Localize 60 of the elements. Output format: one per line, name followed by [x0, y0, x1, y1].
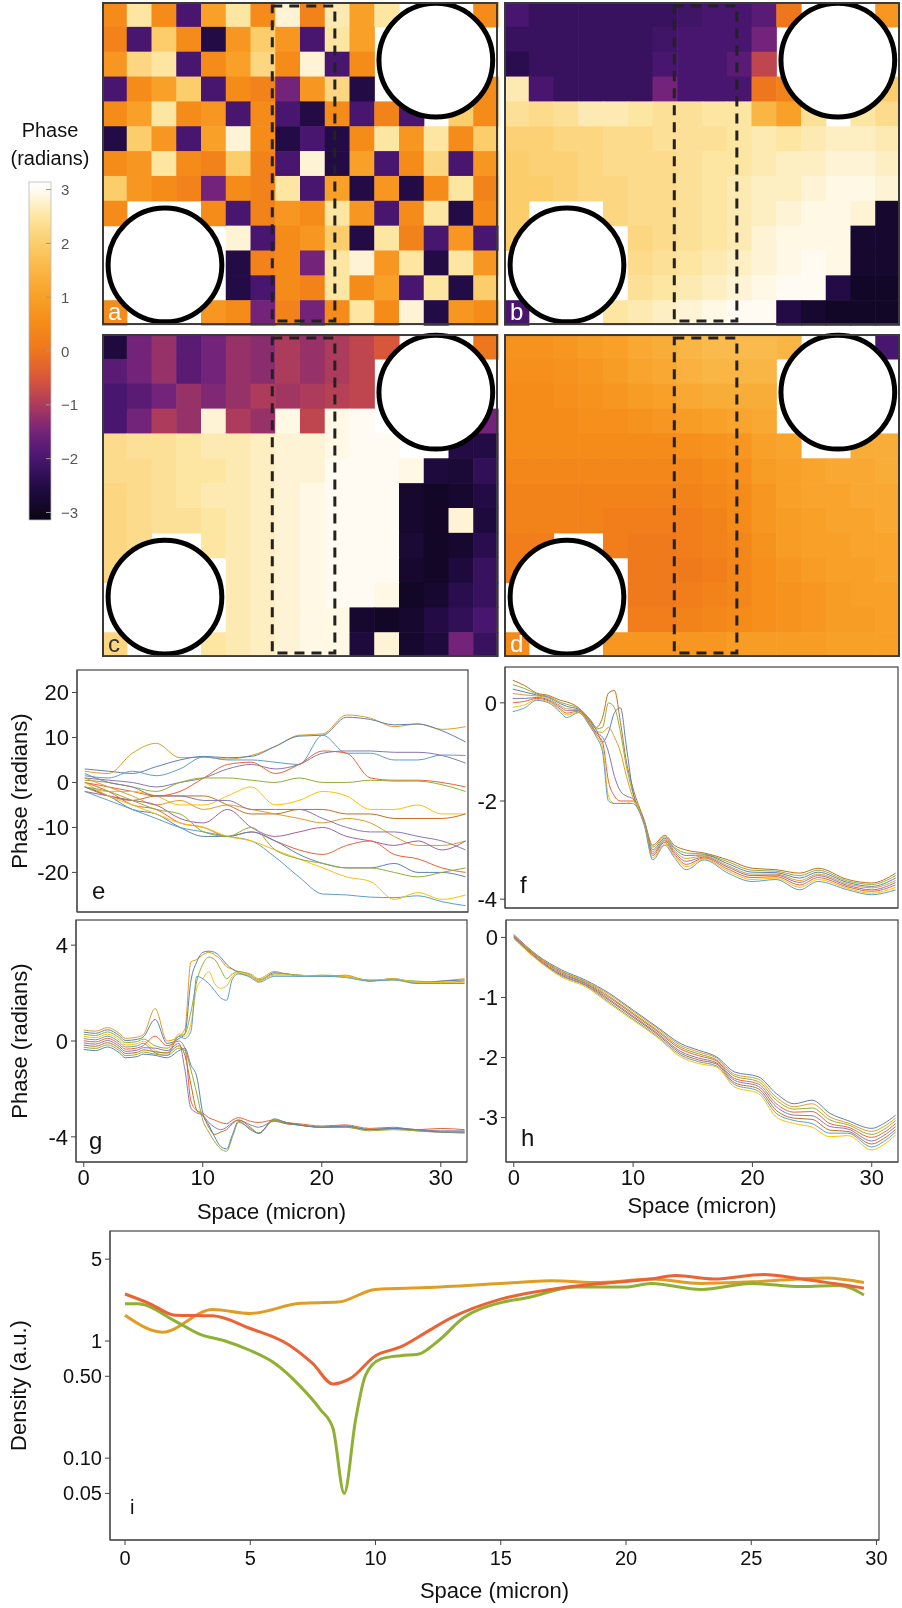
- color-bar-title: Phase (radians): [9, 118, 91, 171]
- x-tick-label: 0: [507, 1164, 520, 1190]
- y-tick-label: 0.50: [63, 1365, 102, 1388]
- x-axis-title: Space (micron): [196, 1199, 347, 1224]
- y-tick-label: 0: [55, 1028, 68, 1054]
- y-axis-title: Phase (radians): [6, 713, 32, 869]
- y-tick-label: 5: [90, 1248, 102, 1271]
- color-bar-label: −3: [61, 503, 79, 521]
- y-tick-label: 0: [484, 690, 497, 716]
- x-tick-label: 15: [489, 1547, 512, 1570]
- x-tick-label: 10: [620, 1164, 646, 1190]
- line-series: [123, 1272, 866, 1386]
- annotation: d: [510, 630, 524, 658]
- x-axis-title: Space (micron): [419, 1578, 570, 1603]
- x-tick-label: 30: [865, 1547, 888, 1570]
- y-tick-label: -3: [478, 1105, 498, 1131]
- x-tick-label: 5: [244, 1547, 256, 1570]
- x-tick-label: 20: [309, 1164, 335, 1190]
- y-tick-label: 0.10: [63, 1447, 102, 1470]
- y-tick-label: -2: [477, 788, 497, 814]
- y-tick-label: 0.05: [63, 1482, 102, 1505]
- x-tick-label: 30: [428, 1164, 454, 1190]
- x-axis-title: Space (micron): [627, 1193, 777, 1218]
- y-tick-label: 0: [56, 770, 69, 796]
- x-tick-label: 20: [740, 1164, 765, 1190]
- color-bar-label: −1: [61, 396, 79, 414]
- y-tick-label: -20: [37, 860, 69, 886]
- color-bar-label: −2: [61, 450, 79, 468]
- annotation: e: [92, 877, 106, 904]
- y-tick-label: -4: [477, 886, 497, 912]
- x-tick-label: 30: [859, 1164, 884, 1190]
- annotation: f: [520, 871, 527, 898]
- annotation: g: [89, 1127, 103, 1154]
- x-tick-label: 20: [614, 1547, 638, 1570]
- annotation: c: [108, 630, 120, 658]
- line-series: [84, 734, 467, 779]
- y-tick-label: -4: [48, 1124, 68, 1150]
- x-tick-label: 10: [364, 1547, 387, 1570]
- y-tick-label: 0: [485, 925, 498, 951]
- annotation: a: [108, 298, 122, 326]
- line-series: [123, 1281, 866, 1495]
- line-series: [84, 777, 467, 792]
- y-axis-title: Phase (radians): [6, 963, 32, 1119]
- color-bar-label: 3: [61, 181, 70, 199]
- y-tick-label: 1: [90, 1330, 102, 1353]
- x-tick-label: 0: [119, 1547, 131, 1570]
- y-tick-label: 4: [55, 932, 68, 958]
- annotation: b: [510, 298, 524, 326]
- color-bar-label: 2: [61, 234, 70, 252]
- y-tick-label: 10: [44, 725, 69, 751]
- y-tick-label: -10: [37, 815, 69, 841]
- y-axis-title: Density (a.u.): [5, 1320, 31, 1451]
- line-series: [84, 790, 467, 851]
- annotation: h: [521, 1124, 535, 1151]
- x-tick-label: 25: [740, 1547, 763, 1570]
- y-tick-label: 20: [44, 680, 69, 706]
- x-tick-label: 10: [190, 1164, 215, 1190]
- y-tick-label: -1: [478, 985, 498, 1011]
- y-tick-label: -2: [478, 1045, 498, 1071]
- annotation: i: [130, 1496, 135, 1518]
